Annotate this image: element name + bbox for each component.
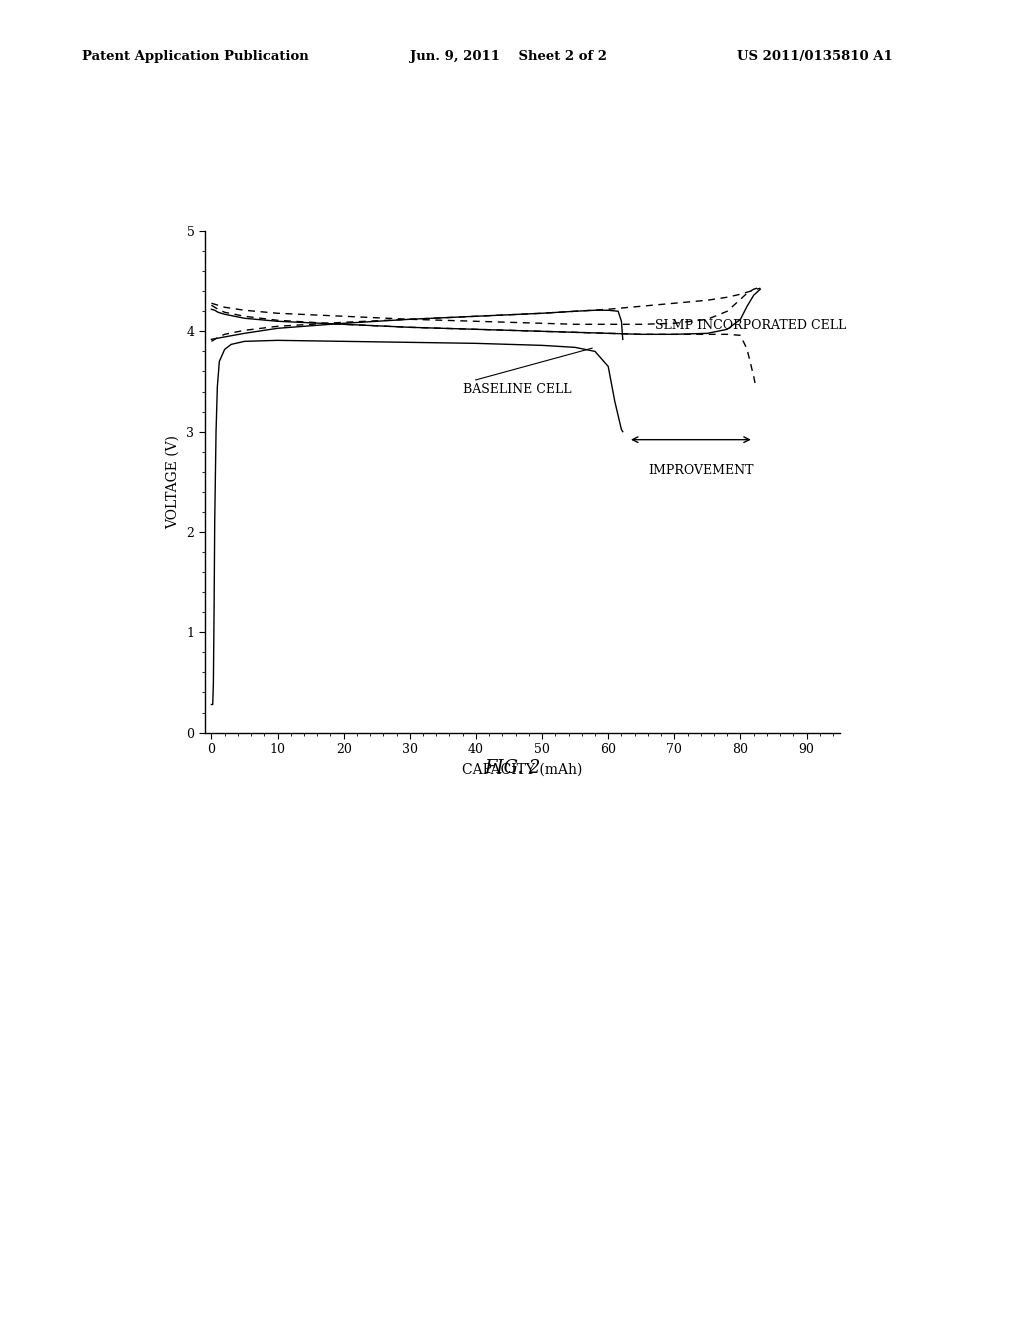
Text: Patent Application Publication: Patent Application Publication [82,50,308,63]
Text: Jun. 9, 2011    Sheet 2 of 2: Jun. 9, 2011 Sheet 2 of 2 [410,50,606,63]
Text: US 2011/0135810 A1: US 2011/0135810 A1 [737,50,893,63]
Y-axis label: VOLTAGE (V): VOLTAGE (V) [166,434,179,529]
X-axis label: CAPACITY (mAh): CAPACITY (mAh) [462,763,583,777]
Text: SLMP INCORPORATED CELL: SLMP INCORPORATED CELL [654,319,846,331]
Text: FIG. 2: FIG. 2 [483,759,541,777]
Text: IMPROVEMENT: IMPROVEMENT [648,463,754,477]
Text: BASELINE CELL: BASELINE CELL [463,348,592,396]
